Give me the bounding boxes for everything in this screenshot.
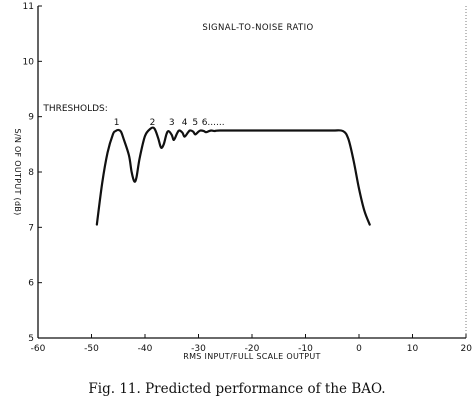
threshold-marker-5: 5	[192, 118, 198, 128]
threshold-marker-2: 2	[150, 118, 156, 128]
annotations: THRESHOLDS: 1 2 3 4 5 6......	[42, 104, 224, 128]
x-tick-label-20: 20	[461, 344, 473, 354]
threshold-marker-4: 4	[182, 118, 188, 128]
x-tick-label--20: -20	[245, 344, 260, 354]
x-tick-label--50: -50	[84, 344, 99, 354]
x-tick-label--10: -10	[298, 344, 313, 354]
x-tick-label--40: -40	[138, 344, 153, 354]
threshold-marker-6: 6......	[202, 118, 225, 128]
x-tick-label--60: -60	[31, 344, 46, 354]
y-axis-label: S/N OF OUTPUT (dB)	[13, 128, 22, 215]
y-axis-ticks: 5 6 7 8 9 10 11	[23, 2, 42, 344]
y-tick-label-9: 9	[28, 113, 34, 123]
chart-title: SIGNAL-TO-NOISE RATIO	[202, 23, 313, 33]
y-tick-label-10: 10	[23, 57, 35, 67]
threshold-marker-1: 1	[114, 118, 120, 128]
y-tick-label-5: 5	[28, 334, 34, 344]
x-tick-label-0: 0	[356, 344, 362, 354]
y-tick-label-8: 8	[28, 168, 34, 178]
plot-axes	[37, 6, 467, 339]
x-axis-ticks: -60 -50 -40 -30 -20 -10 0 10 20	[31, 334, 473, 354]
x-tick-label--30: -30	[191, 344, 206, 354]
x-tick-label-10: 10	[407, 344, 419, 354]
figure-caption: Fig. 11. Predicted performance of the BA…	[88, 381, 385, 397]
y-tick-label-11: 11	[23, 2, 34, 12]
thresholds-label: THRESHOLDS:	[42, 104, 107, 114]
threshold-marker-3: 3	[169, 118, 175, 128]
y-tick-label-7: 7	[28, 223, 34, 233]
series-line	[95, 126, 371, 226]
x-axis-label: RMS INPUT/FULL SCALE OUTPUT	[183, 352, 321, 361]
y-tick-label-6: 6	[28, 279, 34, 289]
